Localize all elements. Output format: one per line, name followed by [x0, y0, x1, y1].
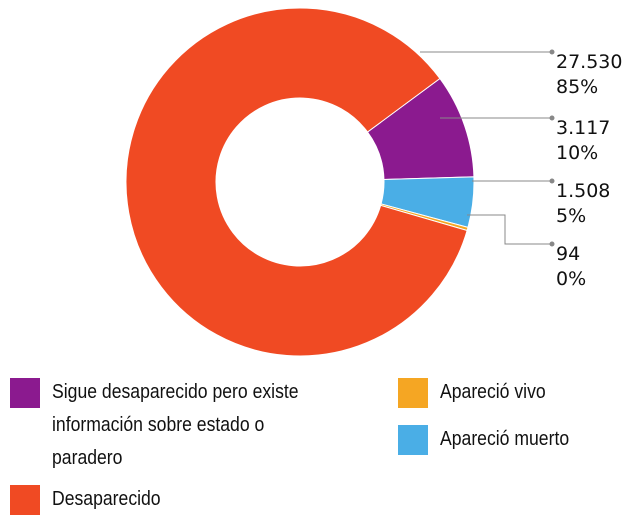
value-label: 1.508 — [556, 180, 610, 202]
leader-line — [467, 214, 552, 245]
legend-item: Apareció muerto — [398, 425, 633, 456]
percent-label: 85% — [556, 76, 598, 98]
percent-label: 10% — [556, 142, 598, 164]
leader-dot — [549, 178, 555, 184]
legend-swatch — [398, 378, 428, 408]
leader-dot — [549, 49, 555, 55]
legend-item: Sigue desaparecido pero existe informaci… — [10, 378, 347, 475]
leader-dot — [549, 241, 555, 247]
value-label: 27.530 — [556, 51, 622, 73]
legend-item: Apareció vivo — [398, 378, 633, 409]
donut-slice — [125, 7, 468, 357]
legend-label: Apareció muerto — [440, 428, 570, 450]
legend-swatch — [10, 485, 40, 515]
leader-dot — [549, 115, 555, 121]
value-label: 3.117 — [556, 117, 610, 139]
legend-item: Desaparecido — [10, 485, 347, 516]
value-label: 94 — [556, 243, 580, 265]
percent-label: 0% — [556, 268, 586, 290]
legend-label: Apareció vivo — [440, 381, 546, 403]
legend-swatch — [398, 425, 428, 455]
legend-label: Desaparecido — [52, 488, 161, 510]
legend-swatch — [10, 378, 40, 408]
percent-label: 5% — [556, 205, 586, 227]
legend-label: Sigue desaparecido pero existe informaci… — [52, 381, 299, 469]
